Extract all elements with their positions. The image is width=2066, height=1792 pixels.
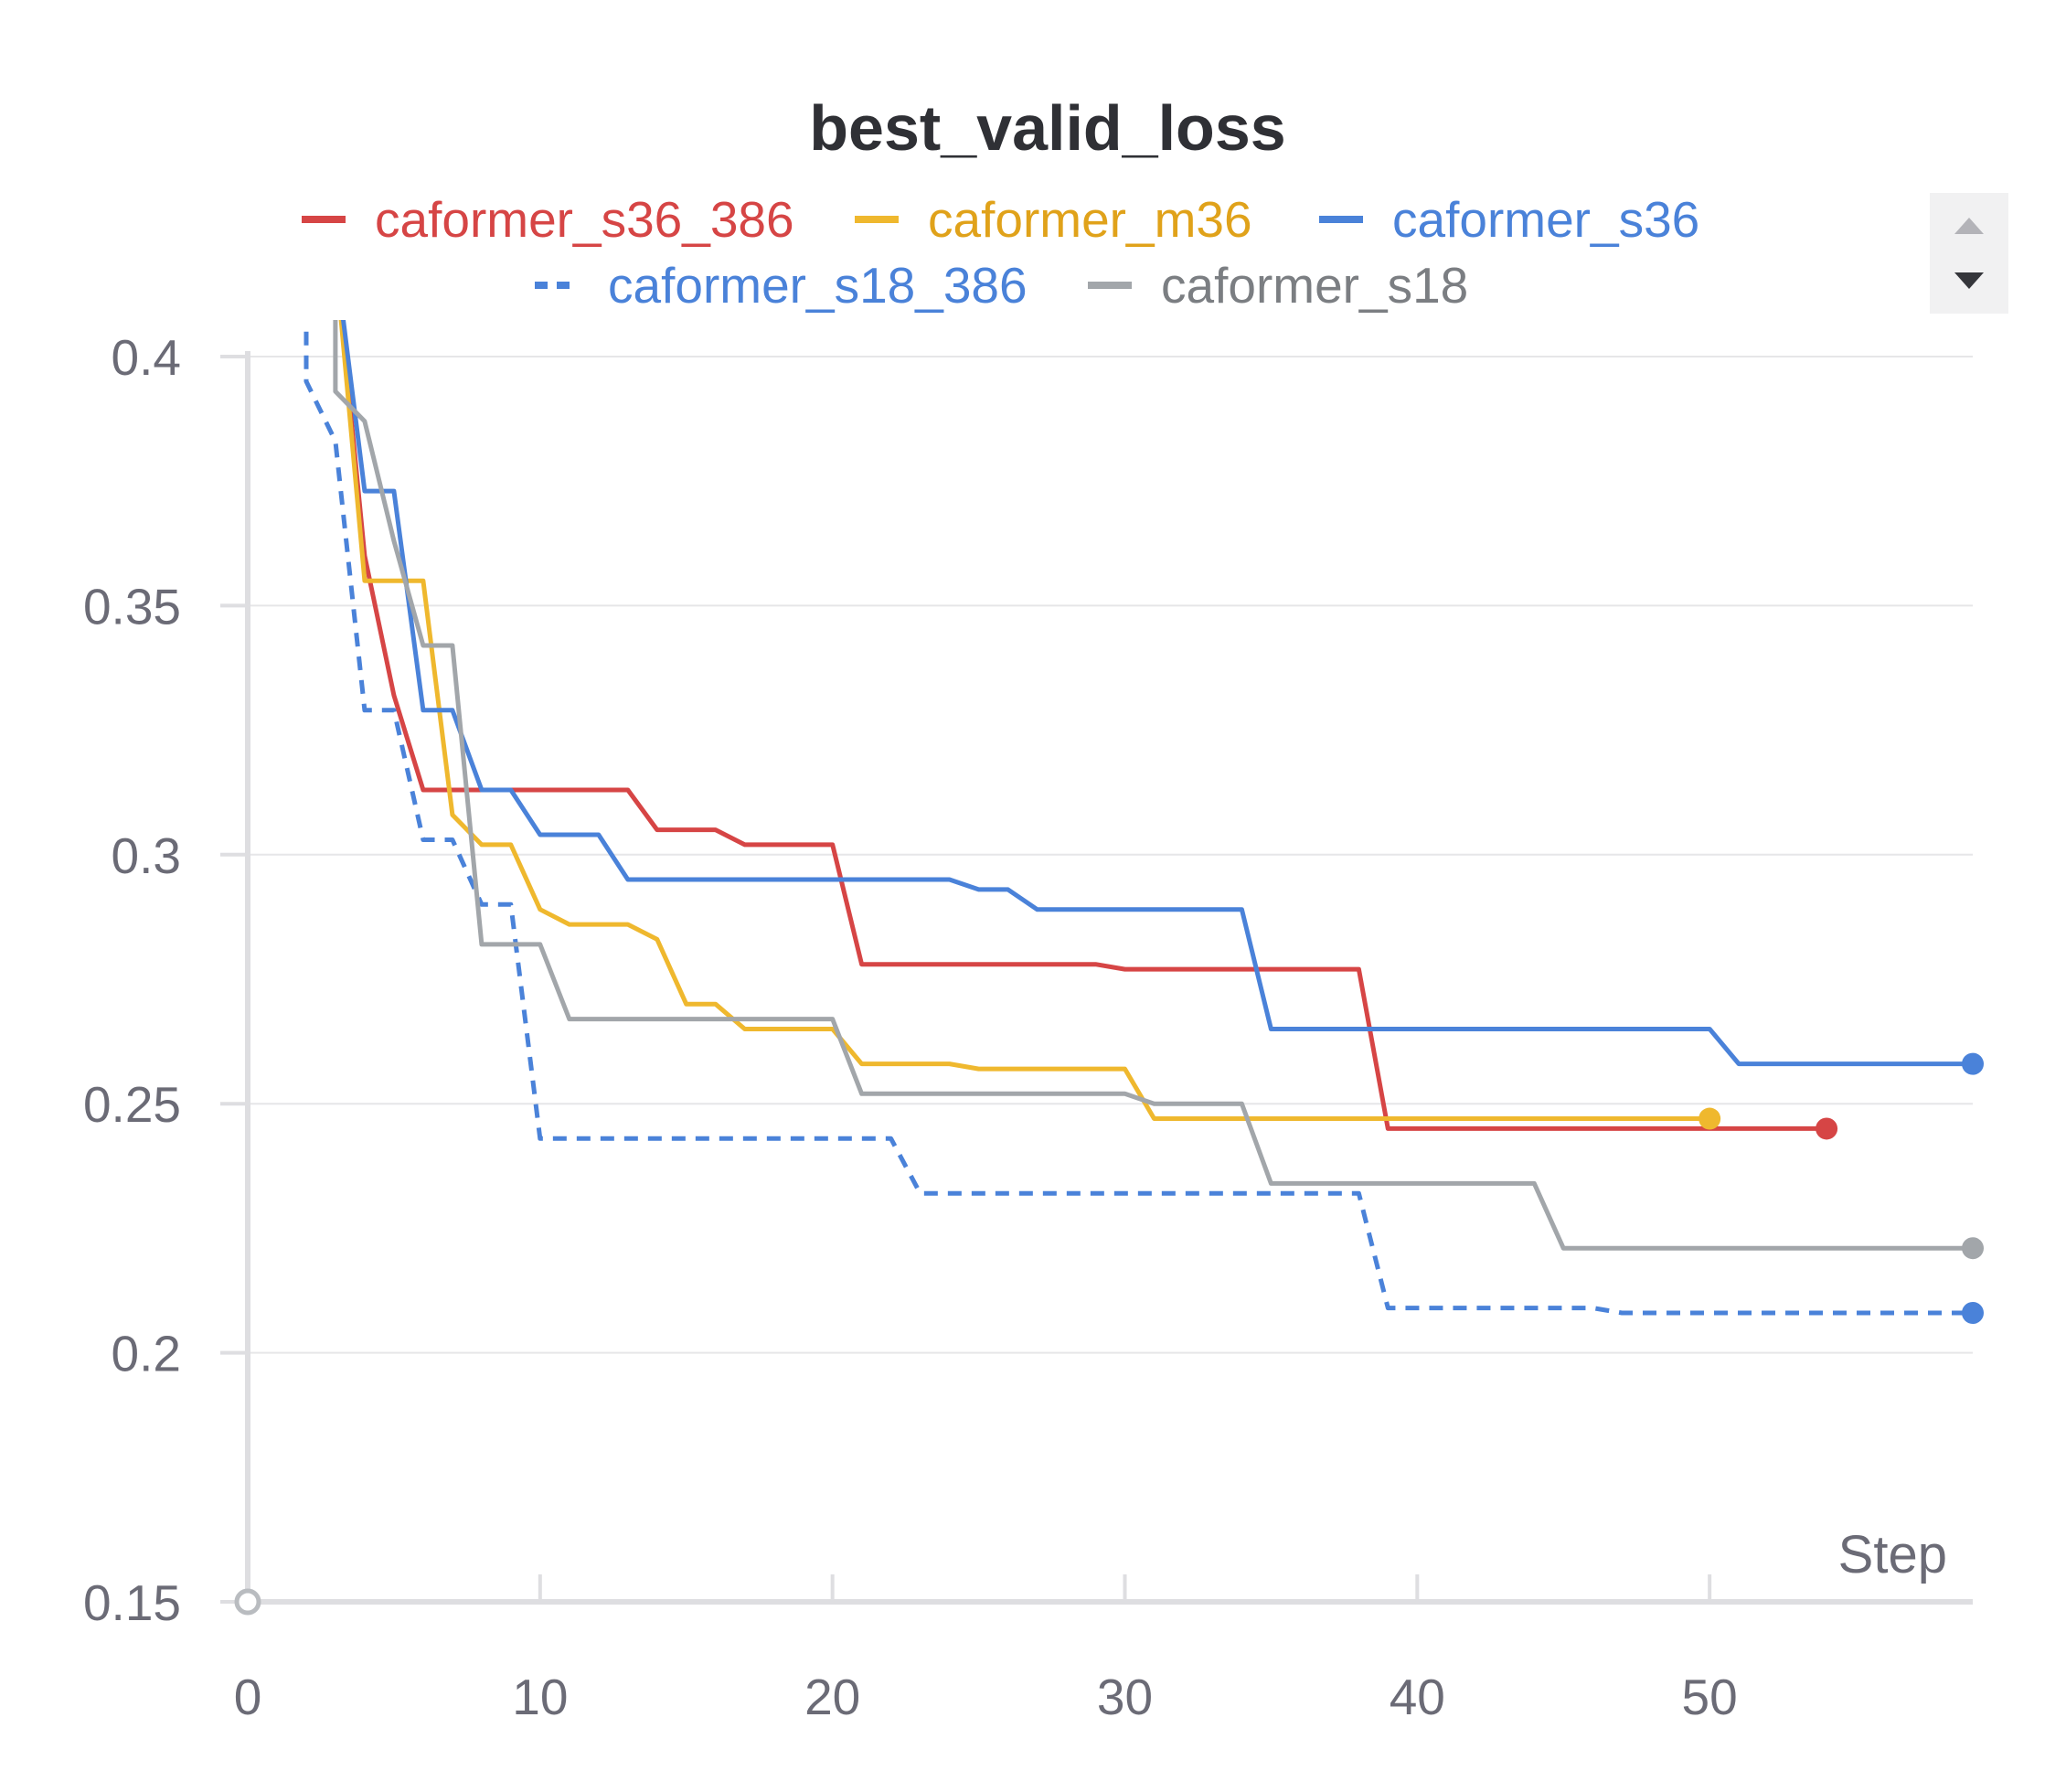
legend-label: caformer_s36 <box>1392 191 1699 248</box>
legend-label: caformer_s18 <box>1161 257 1468 314</box>
y-tick-label: 0.4 <box>112 329 181 386</box>
x-tick-label: 0 <box>234 1669 262 1725</box>
triangle-down-icon[interactable] <box>1954 272 1984 289</box>
legend-label: caformer_s18_386 <box>608 257 1028 314</box>
series-end-point <box>1699 1107 1721 1130</box>
series-line <box>304 331 1973 1316</box>
x-tick-label: 10 <box>512 1669 568 1725</box>
series-end-point <box>1962 1052 1984 1075</box>
legend-label: caformer_m36 <box>928 191 1252 248</box>
series-end-point <box>1962 1237 1984 1260</box>
legend-item[interactable]: caformer_s36 <box>1319 191 1699 248</box>
y-tick-label: 0.3 <box>112 827 181 884</box>
x-axis-label: Step <box>1838 1525 1947 1584</box>
x-tick-label: 20 <box>804 1669 860 1725</box>
legend-item[interactable]: caformer_m36 <box>855 191 1252 248</box>
y-tick-label: 0.2 <box>112 1326 181 1382</box>
origin-marker <box>234 1588 261 1616</box>
legend-label: caformer_s36_386 <box>375 191 794 248</box>
axes <box>220 351 1973 1616</box>
legend-item[interactable]: caformer_s36_386 <box>302 191 794 248</box>
y-tick-label: 0.25 <box>83 1076 181 1133</box>
legend-item[interactable]: caformer_s18_386 <box>535 257 1028 314</box>
x-tick-label: 30 <box>1097 1669 1153 1725</box>
x-tick-label: 50 <box>1682 1669 1738 1725</box>
series-line <box>338 320 1710 1121</box>
series-line <box>341 320 1973 1067</box>
series-end-point <box>1816 1117 1838 1140</box>
y-tick-label: 0.15 <box>83 1574 181 1631</box>
legend-item[interactable]: caformer_s18 <box>1088 257 1468 314</box>
series-line <box>339 320 1827 1131</box>
triangle-up-icon[interactable] <box>1954 218 1984 234</box>
series-group <box>304 320 1984 1325</box>
grid <box>248 356 1973 1354</box>
series-line <box>333 320 1973 1251</box>
legend-scroll-control <box>1930 193 2008 314</box>
chart-title: best_valid_loss <box>809 92 1285 164</box>
y-tick-label: 0.35 <box>83 578 181 635</box>
x-tick-label: 40 <box>1390 1669 1445 1725</box>
series-end-point <box>1962 1302 1984 1325</box>
tick-labels: 0.4 0.35 0.3 0.25 0.2 0.15 0 10 20 30 40 50 <box>83 329 1738 1725</box>
legend: caformer_s36_386 caformer_m36 caformer_s… <box>302 191 1699 314</box>
